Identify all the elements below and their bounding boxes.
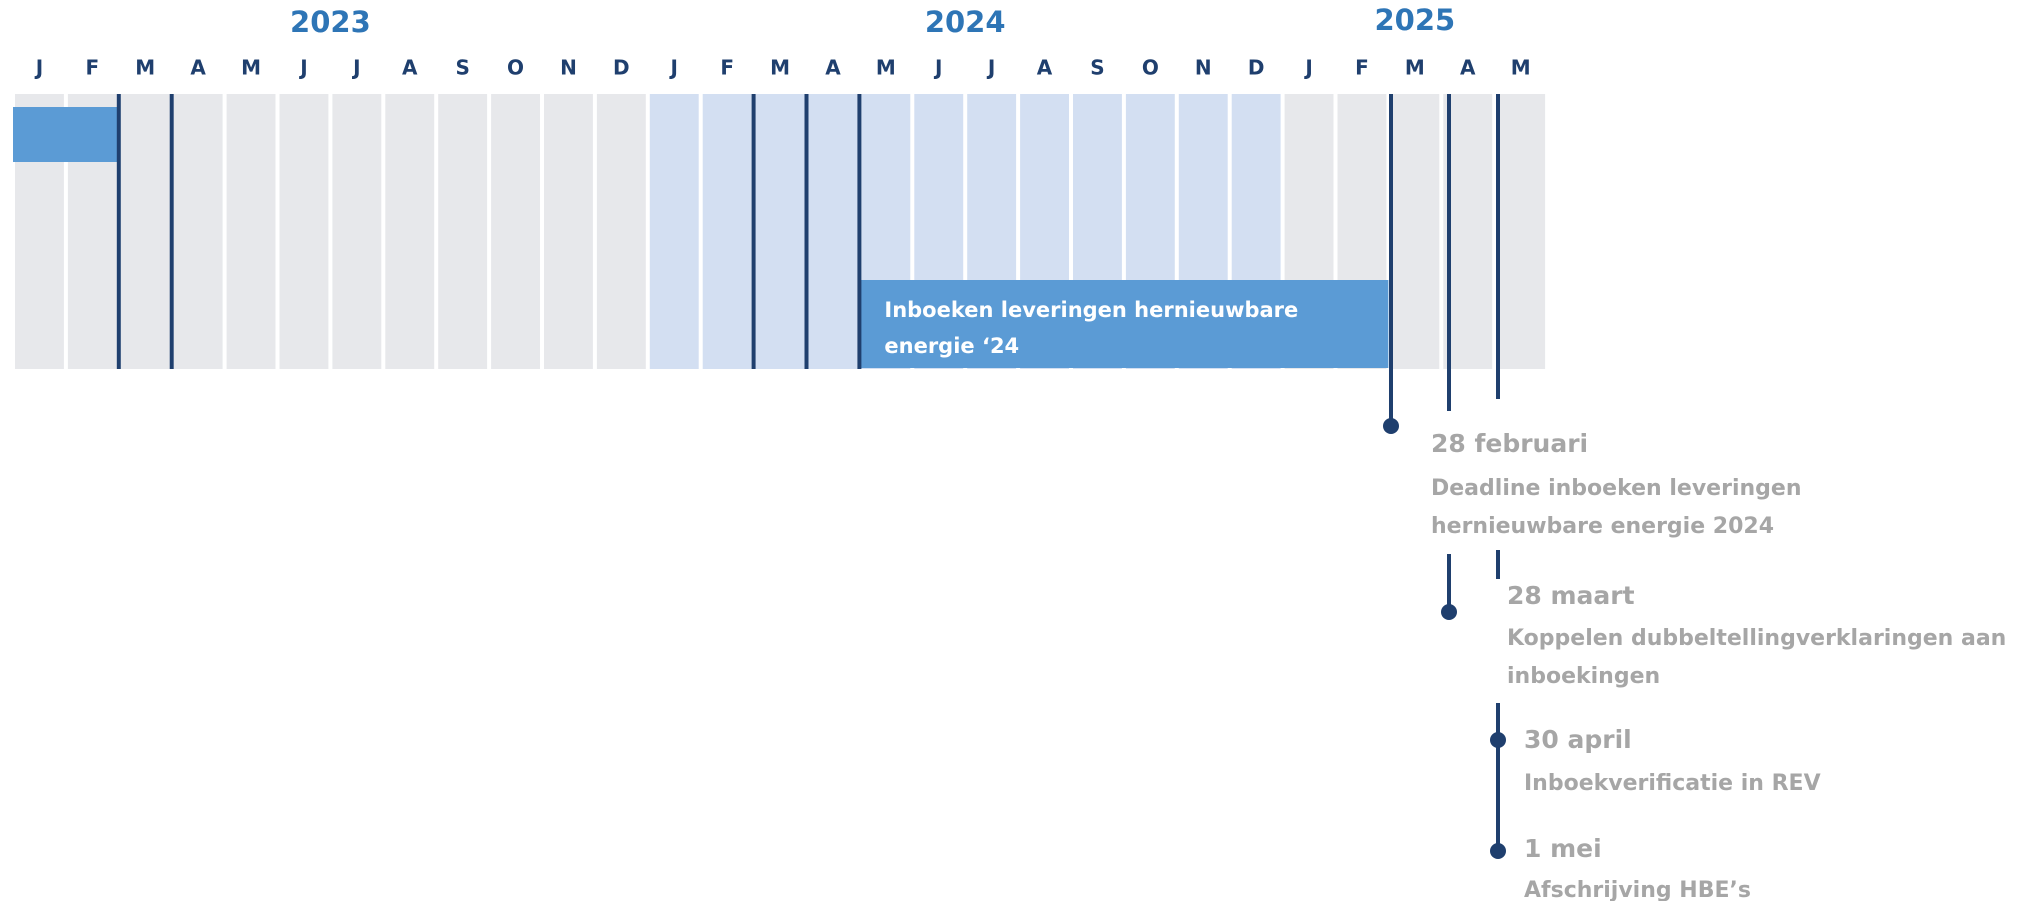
milestone-description: inboekingen — [1507, 664, 1660, 689]
month-column — [332, 94, 382, 369]
month-label: F — [86, 56, 100, 80]
month-label: M — [770, 56, 790, 80]
month-label: D — [1248, 56, 1265, 80]
bar — [13, 107, 119, 162]
month-label: M — [1405, 56, 1425, 80]
month-label: M — [241, 56, 261, 80]
month-column — [385, 94, 435, 369]
month-label: J — [298, 56, 307, 80]
month-label: M — [135, 56, 155, 80]
milestone-description: Inboekverificatie in REV — [1524, 771, 1821, 796]
milestone-dot — [1490, 732, 1506, 748]
month-label: A — [1037, 56, 1053, 80]
bar-label: Inboeken leveringen hernieuwbare — [884, 298, 1298, 322]
month-label: O — [507, 56, 524, 80]
month-label: J — [933, 56, 942, 80]
milestone-dot — [1441, 604, 1457, 620]
month-label: S — [455, 56, 469, 80]
month-label: J — [669, 56, 678, 80]
month-label: S — [1090, 56, 1104, 80]
month-label: M — [876, 56, 896, 80]
month-column — [755, 94, 805, 369]
month-column — [226, 94, 276, 369]
milestone-description: Afschrijving HBE’s — [1524, 878, 1751, 901]
month-label: A — [825, 56, 841, 80]
month-column — [120, 94, 170, 369]
month-label: J — [986, 56, 995, 80]
milestone-description: Koppelen dubbeltellingverklaringen aan — [1507, 626, 2006, 651]
month-column — [1390, 94, 1440, 369]
month-column — [544, 94, 593, 369]
month-label: A — [190, 56, 206, 80]
month-label: J — [1303, 56, 1312, 80]
month-label: A — [402, 56, 418, 80]
month-label: J — [34, 56, 43, 80]
year-label: 2023 — [290, 5, 371, 39]
bar-label: energie ‘24 — [884, 334, 1019, 358]
month-label: N — [560, 56, 577, 80]
milestone-date: 1 mei — [1524, 834, 1602, 863]
month-label: A — [1460, 56, 1476, 80]
month-column — [596, 94, 646, 369]
milestone-date: 28 februari — [1431, 429, 1588, 458]
month-label: O — [1142, 56, 1159, 80]
bar — [859, 280, 1389, 368]
milestone-description: Deadline inboeken leveringen — [1431, 476, 1801, 501]
month-column — [1496, 94, 1546, 369]
milestone-description: hernieuwbare energie 2024 — [1431, 514, 1774, 539]
month-column — [1443, 94, 1493, 369]
month-column — [173, 94, 223, 369]
month-label: N — [1195, 56, 1212, 80]
milestone-dot — [1490, 843, 1506, 859]
month-label: J — [351, 56, 360, 80]
month-column — [702, 94, 752, 369]
month-label: F — [720, 56, 734, 80]
month-column — [491, 94, 540, 369]
year-label: 2025 — [1374, 3, 1455, 37]
month-label: D — [613, 56, 630, 80]
month-label: M — [1511, 56, 1531, 80]
milestone-date: 28 maart — [1507, 581, 1635, 610]
month-column — [808, 94, 858, 369]
milestone-dot — [1383, 418, 1399, 434]
month-column — [279, 94, 329, 369]
month-column — [649, 94, 699, 369]
month-label: F — [1355, 56, 1369, 80]
milestone-date: 30 april — [1524, 725, 1632, 754]
year-label: 2024 — [925, 5, 1006, 39]
month-column — [438, 94, 488, 369]
